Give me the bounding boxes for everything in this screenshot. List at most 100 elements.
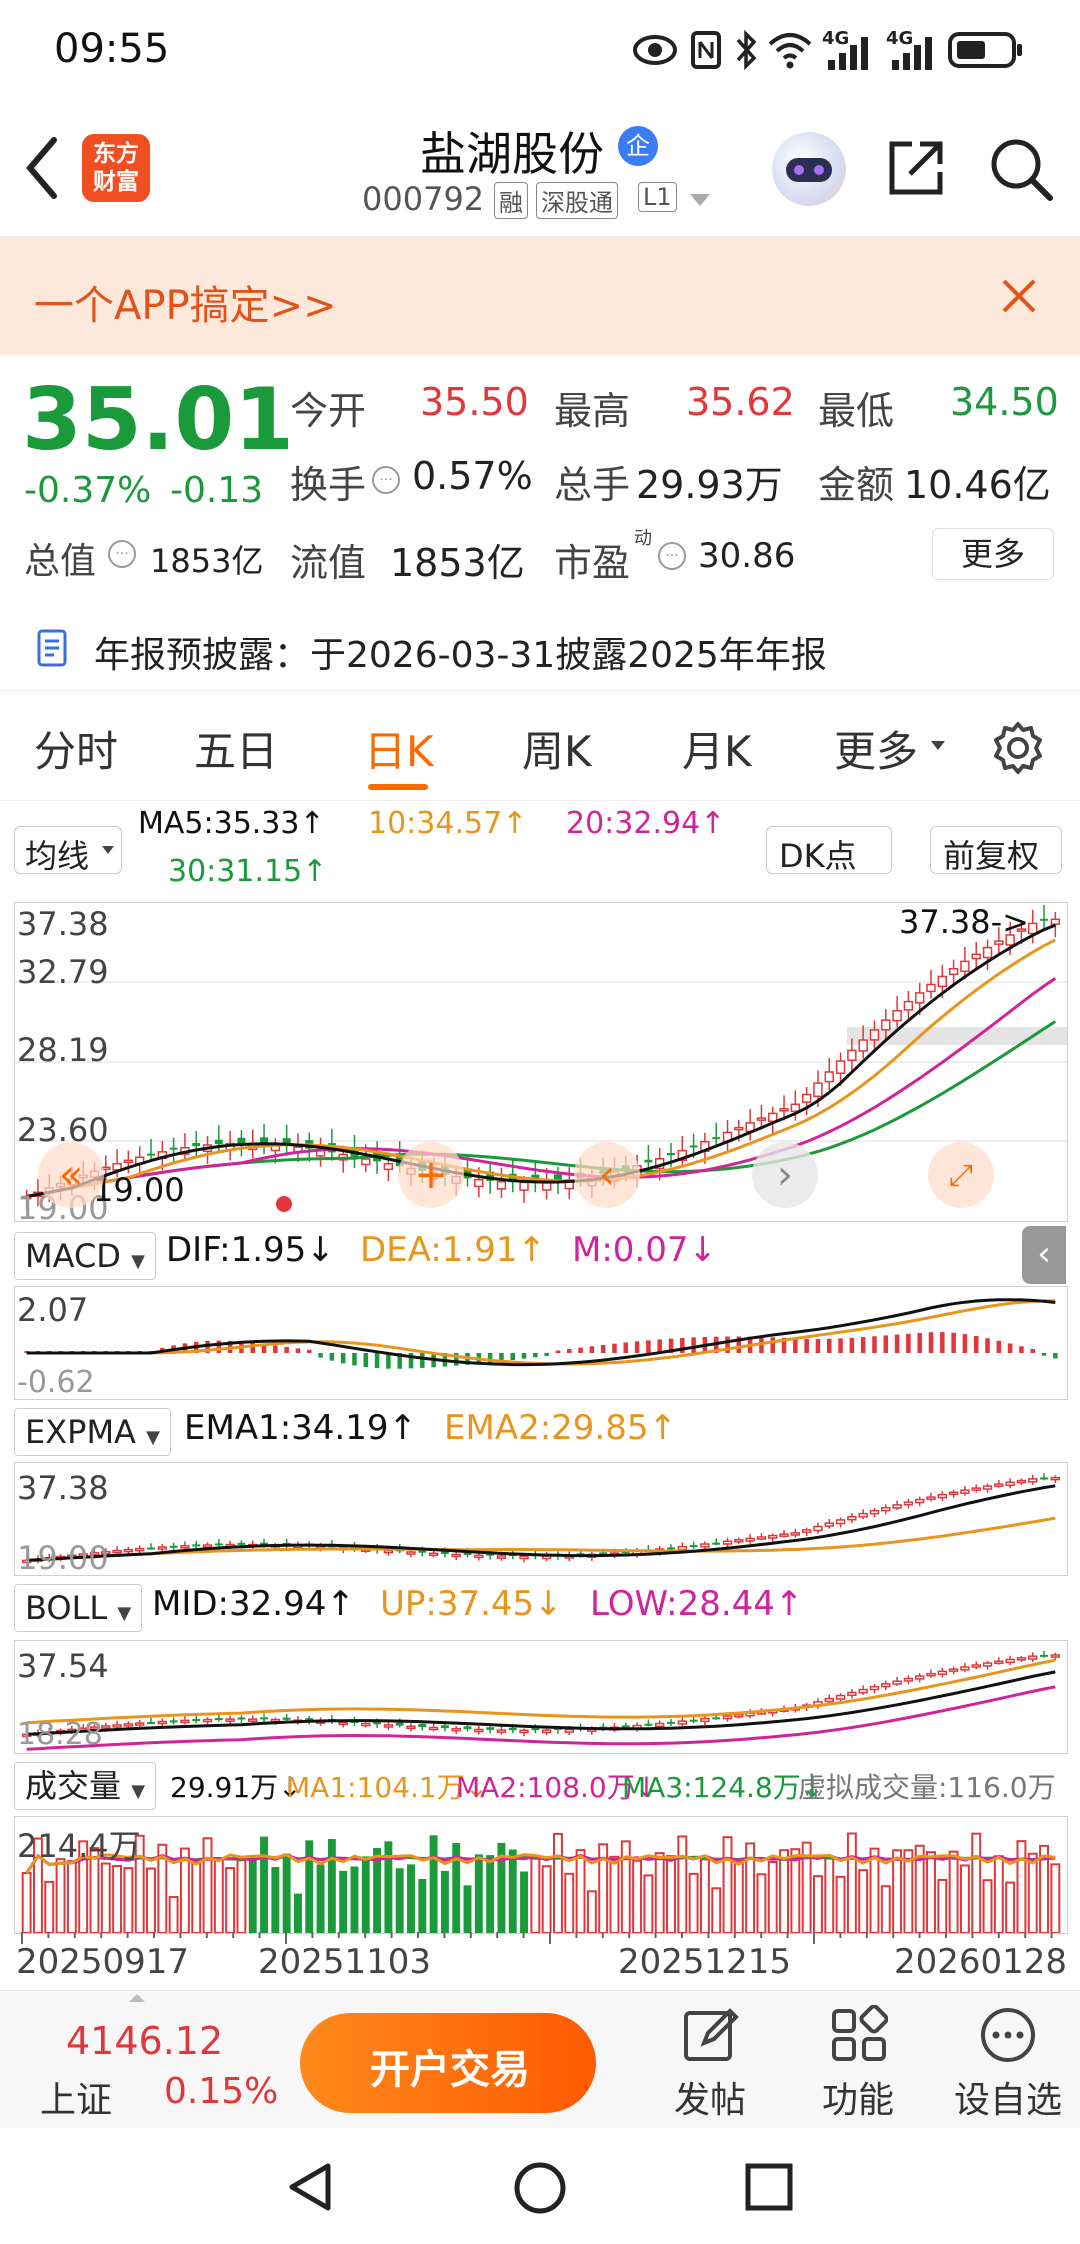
fast-back-button[interactable]: « — [38, 1142, 104, 1208]
macd-bar — [420, 1353, 425, 1368]
candle-body — [756, 1117, 767, 1121]
indicator-line — [26, 1670, 1056, 1736]
zoom-in-button[interactable]: + — [398, 1142, 464, 1208]
macd-bar — [589, 1346, 595, 1353]
volume-bar — [858, 1869, 869, 1933]
candle-body — [519, 1729, 529, 1734]
pe-superscript: 动 — [634, 528, 652, 549]
side-collapse-button[interactable]: ‹ — [1022, 1226, 1066, 1284]
adjust-button[interactable]: 前复权 — [930, 826, 1062, 875]
candle-body — [395, 1722, 404, 1726]
candle-body — [994, 1483, 1004, 1487]
search-icon[interactable] — [988, 136, 1054, 202]
promo-banner[interactable]: 一个APP搞定>> — [0, 237, 1080, 355]
volume-bar — [1027, 1852, 1038, 1933]
kline-chart[interactable]: 37.38 32.79 28.19 23.60 19.00 37.38-> 19… — [14, 902, 1068, 1222]
tab-5day[interactable]: 五日 — [194, 727, 279, 776]
next-button[interactable]: › — [752, 1142, 818, 1208]
volume-bar — [260, 1836, 268, 1933]
boll-mid: MID:32.94↑ — [152, 1584, 355, 1624]
volume-bar — [711, 1887, 722, 1933]
tag-sgt: 深股通 — [536, 182, 618, 219]
volume-bar — [779, 1849, 790, 1933]
volume-bar — [1016, 1840, 1027, 1933]
candle-body — [169, 1147, 178, 1150]
candle-body — [531, 1728, 540, 1731]
robot-avatar[interactable] — [772, 132, 846, 206]
volume-bar — [248, 1856, 257, 1933]
candle-body — [89, 1726, 100, 1730]
tab-monthly-k[interactable]: 月K — [682, 727, 752, 776]
gear-icon[interactable] — [990, 720, 1046, 776]
volume-select[interactable]: 成交量 ▼ — [14, 1762, 157, 1810]
volume-bar — [937, 1878, 948, 1933]
volume-bar — [790, 1848, 801, 1933]
candle-body — [486, 1727, 495, 1730]
dk-point-button[interactable]: DK点 — [766, 826, 892, 875]
macd-bar — [849, 1337, 855, 1353]
open-account-trade-button[interactable]: 开户交易 — [300, 2013, 596, 2113]
macd-bar — [985, 1338, 990, 1353]
volume-bar — [168, 1896, 179, 1933]
tab-intraday[interactable]: 分时 — [34, 727, 119, 776]
indicator-line — [26, 1685, 1056, 1751]
candle-body — [813, 1525, 823, 1532]
candle-body — [847, 1516, 857, 1521]
volume-bar — [463, 1885, 472, 1933]
macd-bar — [804, 1338, 809, 1353]
ma-select[interactable]: 均线 — [14, 826, 122, 875]
info-icon[interactable]: ··· — [372, 466, 400, 494]
candle-body — [994, 940, 1004, 945]
candle-body — [982, 1485, 993, 1490]
candle-body — [712, 1542, 721, 1545]
candle-body — [169, 1545, 178, 1548]
candle-body — [112, 1724, 122, 1728]
macd-bar — [374, 1353, 380, 1369]
boll-chart[interactable]: 37.54 18.28 — [14, 1640, 1068, 1754]
chevron-down-icon[interactable] — [688, 192, 712, 208]
tab-weekly-k[interactable]: 周K — [522, 727, 592, 776]
open-label: 今开 — [290, 389, 367, 433]
volume-bar — [440, 1870, 449, 1933]
network-label-1: 4G — [822, 28, 850, 49]
fullscreen-icon[interactable]: ⤢ — [928, 1142, 994, 1208]
volume-bar — [350, 1866, 359, 1933]
nav-home-icon[interactable] — [512, 2160, 568, 2216]
function-button[interactable]: 功能 — [788, 2001, 928, 2121]
up-triangle-icon — [129, 1994, 145, 2002]
nav-back-icon[interactable] — [284, 2160, 338, 2214]
volume-bar — [813, 1875, 823, 1933]
back-icon[interactable] — [22, 136, 62, 200]
prev-button[interactable]: ‹ — [574, 1142, 640, 1208]
pe-value: 30.86 — [698, 536, 796, 576]
macd-select[interactable]: MACD ▼ — [14, 1232, 156, 1280]
candle-body — [734, 1126, 744, 1131]
macd-bar — [928, 1332, 934, 1353]
candle-body — [486, 1171, 495, 1181]
candle-body — [948, 1668, 959, 1672]
expma-chart[interactable]: 37.38 19.00 — [14, 1462, 1068, 1576]
info-icon[interactable]: ··· — [108, 540, 136, 568]
more-button[interactable]: 更多 — [932, 528, 1054, 580]
quote-panel: 35.01 -0.37% -0.13 今开 35.50 最高 35.62 最低 … — [0, 356, 1080, 596]
boll-select[interactable]: BOLL ▼ — [14, 1584, 143, 1632]
post-button[interactable]: 发帖 — [640, 2001, 780, 2121]
candle-body — [835, 1694, 846, 1700]
add-watchlist-button[interactable]: 设自选 — [936, 2001, 1080, 2121]
macd-chart[interactable]: 2.07 -0.62 — [14, 1286, 1068, 1400]
candle-body — [982, 1662, 993, 1667]
info-icon[interactable]: ··· — [658, 542, 686, 570]
app-logo[interactable]: 东方 财富 — [82, 134, 150, 202]
tab-more[interactable]: 更多 — [834, 727, 919, 776]
close-icon[interactable] — [1000, 277, 1038, 315]
share-icon[interactable] — [884, 136, 948, 200]
date-4: 20260128 — [894, 1942, 1068, 1982]
volume-chart[interactable]: 214.4万 — [14, 1816, 1068, 1934]
stock-code: 000792 — [362, 180, 485, 218]
macd-bar — [352, 1353, 357, 1366]
expma-select[interactable]: EXPMA ▼ — [14, 1408, 171, 1456]
nav-recents-icon[interactable] — [744, 2162, 794, 2212]
tab-daily-k[interactable]: 日K — [364, 727, 434, 776]
notice-row[interactable]: 年报预披露：于2026-03-31披露2025年年报 — [0, 610, 1080, 691]
volume-bar — [982, 1879, 993, 1933]
